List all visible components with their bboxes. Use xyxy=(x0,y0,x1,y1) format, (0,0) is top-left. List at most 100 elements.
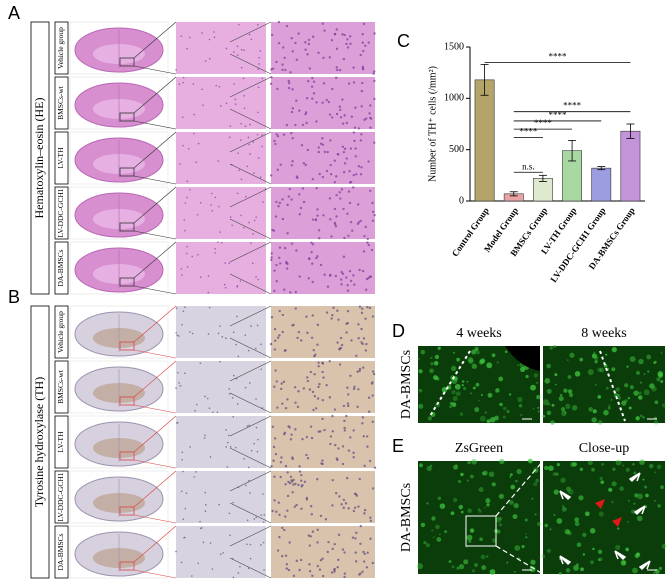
zoom-line xyxy=(495,460,544,517)
signal xyxy=(622,464,625,467)
cell xyxy=(279,262,282,265)
cell xyxy=(240,66,243,69)
cell xyxy=(328,396,332,399)
signal xyxy=(653,360,657,364)
cell xyxy=(362,337,366,340)
cell xyxy=(290,132,293,135)
zoom-line xyxy=(133,21,177,59)
cell xyxy=(347,234,350,237)
cell xyxy=(348,35,352,38)
cell xyxy=(184,306,186,309)
cell xyxy=(352,451,355,455)
signal xyxy=(636,515,643,522)
signal xyxy=(488,471,495,477)
signal xyxy=(533,373,538,378)
cell xyxy=(225,429,227,431)
zoom-image xyxy=(271,242,375,294)
signal xyxy=(481,471,486,476)
cell xyxy=(362,550,365,554)
cell xyxy=(281,313,285,317)
cell xyxy=(219,231,222,233)
cell xyxy=(232,501,234,504)
signal xyxy=(653,572,655,574)
cell xyxy=(321,417,324,421)
cell xyxy=(372,372,376,376)
signal xyxy=(487,392,493,398)
cell xyxy=(186,47,188,50)
dark-region xyxy=(505,346,540,371)
signal xyxy=(453,497,458,503)
cell xyxy=(188,36,191,39)
cell xyxy=(350,339,353,342)
cell xyxy=(258,57,260,59)
row-label: LV-TH xyxy=(56,431,65,453)
cell xyxy=(293,386,297,389)
signal xyxy=(486,503,490,507)
signal xyxy=(554,373,558,377)
cell xyxy=(306,379,310,383)
cell xyxy=(181,274,183,276)
cell xyxy=(339,346,343,350)
signal xyxy=(615,544,621,550)
row-label-box xyxy=(54,21,69,75)
cell xyxy=(238,24,240,26)
zoom-line xyxy=(133,459,177,469)
cell xyxy=(296,405,300,409)
cell xyxy=(284,68,287,72)
signal xyxy=(520,366,526,372)
cell xyxy=(348,170,351,173)
cell xyxy=(195,471,197,473)
signal xyxy=(469,474,474,479)
signal xyxy=(638,391,642,395)
cell xyxy=(319,559,323,562)
cell xyxy=(298,213,301,216)
signal xyxy=(567,531,572,536)
signal xyxy=(466,380,469,383)
cell xyxy=(291,160,294,163)
cell xyxy=(185,252,188,255)
signal xyxy=(509,500,514,505)
signal xyxy=(423,540,427,545)
cell xyxy=(320,462,323,465)
cell xyxy=(286,203,289,207)
cell xyxy=(182,470,184,473)
cell xyxy=(200,527,203,529)
cell xyxy=(253,442,255,445)
cell xyxy=(311,390,315,394)
signal xyxy=(491,353,496,358)
cell xyxy=(256,133,259,136)
cell xyxy=(371,315,375,318)
signal xyxy=(426,465,432,472)
cell xyxy=(312,408,315,412)
cell xyxy=(356,405,359,409)
cell xyxy=(329,442,332,446)
zoom-line xyxy=(229,241,272,263)
signal xyxy=(509,473,513,477)
zoom-line xyxy=(229,131,272,153)
cell xyxy=(204,434,206,436)
cell xyxy=(373,213,376,217)
cell xyxy=(228,392,231,395)
signal xyxy=(611,481,617,487)
roi-box xyxy=(119,396,135,406)
signal xyxy=(580,567,584,572)
cell xyxy=(345,476,349,480)
signal xyxy=(537,410,540,413)
signal xyxy=(502,406,507,411)
cell xyxy=(280,554,284,558)
zoom-image xyxy=(271,187,375,239)
cell xyxy=(317,229,321,232)
signal xyxy=(431,529,434,532)
cell xyxy=(349,436,352,439)
cell xyxy=(356,222,360,226)
zoom-line xyxy=(229,108,272,130)
signal xyxy=(647,370,650,373)
cell xyxy=(336,309,339,312)
signal xyxy=(627,499,630,502)
cell xyxy=(275,280,278,283)
cell xyxy=(373,32,376,35)
cell xyxy=(368,459,372,463)
cell xyxy=(197,253,199,256)
signal xyxy=(565,568,571,573)
signal xyxy=(441,386,448,393)
